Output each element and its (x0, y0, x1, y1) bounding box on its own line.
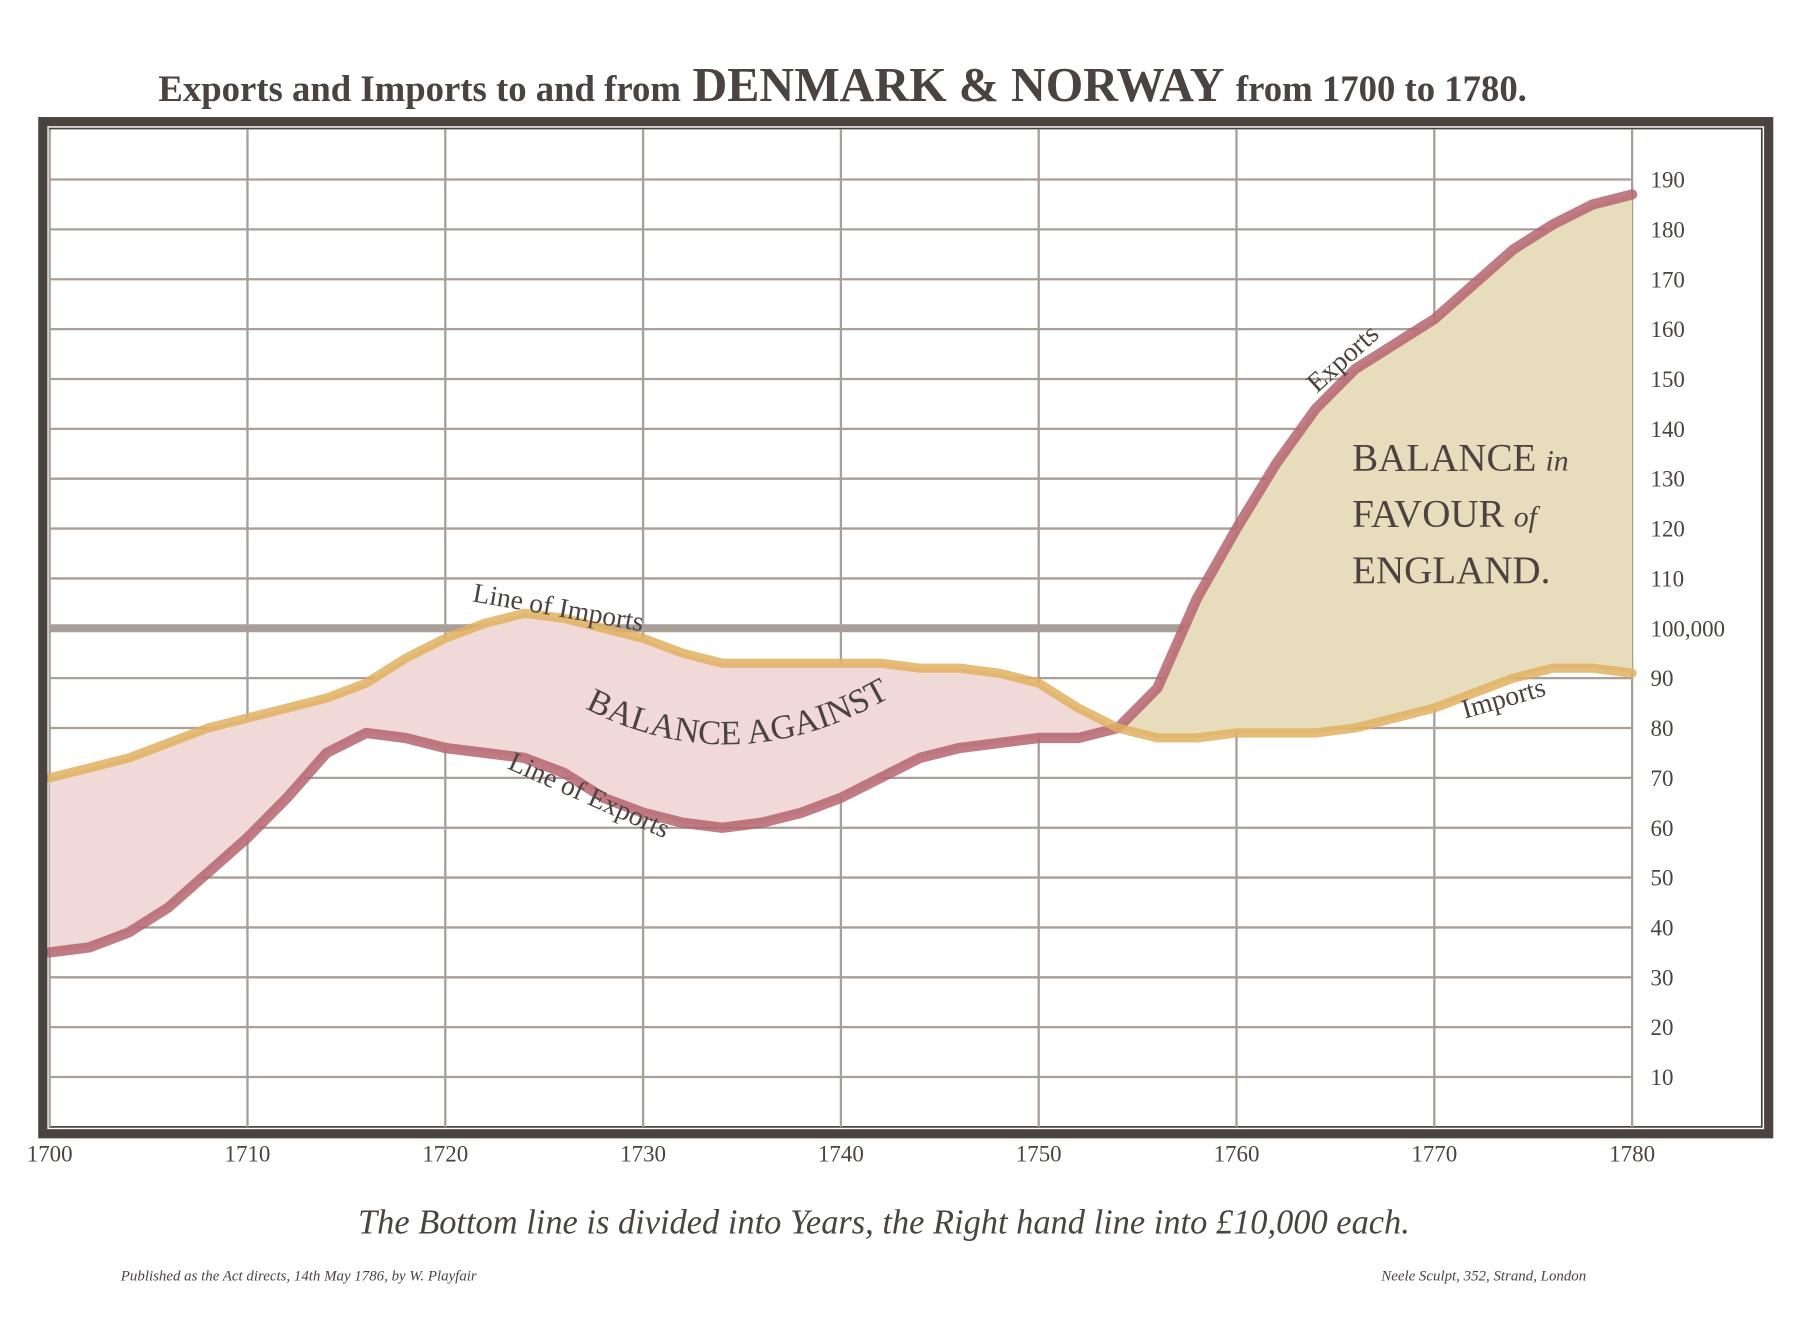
outer-frame (38, 117, 1774, 1139)
balance-favour-text: FAVOUR of (1352, 493, 1541, 536)
y-tick-label: 80 (1650, 716, 1673, 741)
y-tick-label: 90 (1650, 666, 1673, 691)
y-tick-label: 110 (1650, 566, 1684, 591)
y-tick-label: 130 (1650, 467, 1684, 492)
y-tick-label: 150 (1650, 367, 1684, 392)
x-tick-label: 1700 (27, 1141, 73, 1166)
balance-favour-word: BALANCE (1352, 436, 1536, 479)
caption: The Bottom line is divided into Years, t… (358, 1204, 1410, 1242)
balance-favour-text: ENGLAND. (1352, 549, 1550, 592)
title-part: DENMARK & NORWAY (692, 59, 1224, 112)
x-tick-label: 1760 (1214, 1141, 1260, 1166)
y-tick-label: 140 (1650, 417, 1684, 442)
x-tick-label: 1720 (422, 1141, 468, 1166)
y-tick-label: 190 (1650, 168, 1684, 193)
y-tick-label: 10 (1650, 1065, 1673, 1090)
x-tick-label: 1740 (818, 1141, 864, 1166)
x-tick-label: 1770 (1411, 1141, 1457, 1166)
balance-favour-text: BALANCE in (1352, 436, 1569, 479)
publisher: Published as the Act directs, 14th May 1… (120, 1269, 477, 1285)
balance-favour-word: FAVOUR (1352, 493, 1504, 536)
y-tick-label: 30 (1650, 965, 1673, 990)
y-tick-label: 160 (1650, 317, 1684, 342)
x-tick-label: 1750 (1016, 1141, 1062, 1166)
title-part: from 1700 to 1780. (1236, 68, 1527, 109)
x-tick-label: 1710 (225, 1141, 271, 1166)
balance-favour-word: of (1514, 501, 1541, 534)
balance-favour-word: in (1545, 444, 1568, 477)
engraver: Neele Sculpt, 352, Strand, London (1380, 1269, 1586, 1285)
balance-favour-word: ENGLAND. (1352, 549, 1550, 592)
y-tick-label: 170 (1650, 267, 1684, 292)
title-part: Exports and Imports to and from (158, 68, 681, 109)
x-tick-label: 1730 (620, 1141, 666, 1166)
y-tick-label: 120 (1650, 517, 1684, 542)
y-tick-label: 20 (1650, 1015, 1673, 1040)
y-tick-label: 60 (1650, 816, 1673, 841)
y-tick-label: 70 (1650, 766, 1673, 791)
y-tick-label: 100,000 (1650, 616, 1725, 641)
y-tick-label: 40 (1650, 915, 1673, 940)
chart-title: Exports and Imports to and from DENMARK &… (158, 59, 1527, 112)
y-tick-label: 180 (1650, 217, 1684, 242)
x-tick-label: 1780 (1609, 1141, 1655, 1166)
y-tick-label: 50 (1650, 866, 1673, 891)
series-line (45, 608, 1637, 783)
series-line (44, 189, 1638, 958)
